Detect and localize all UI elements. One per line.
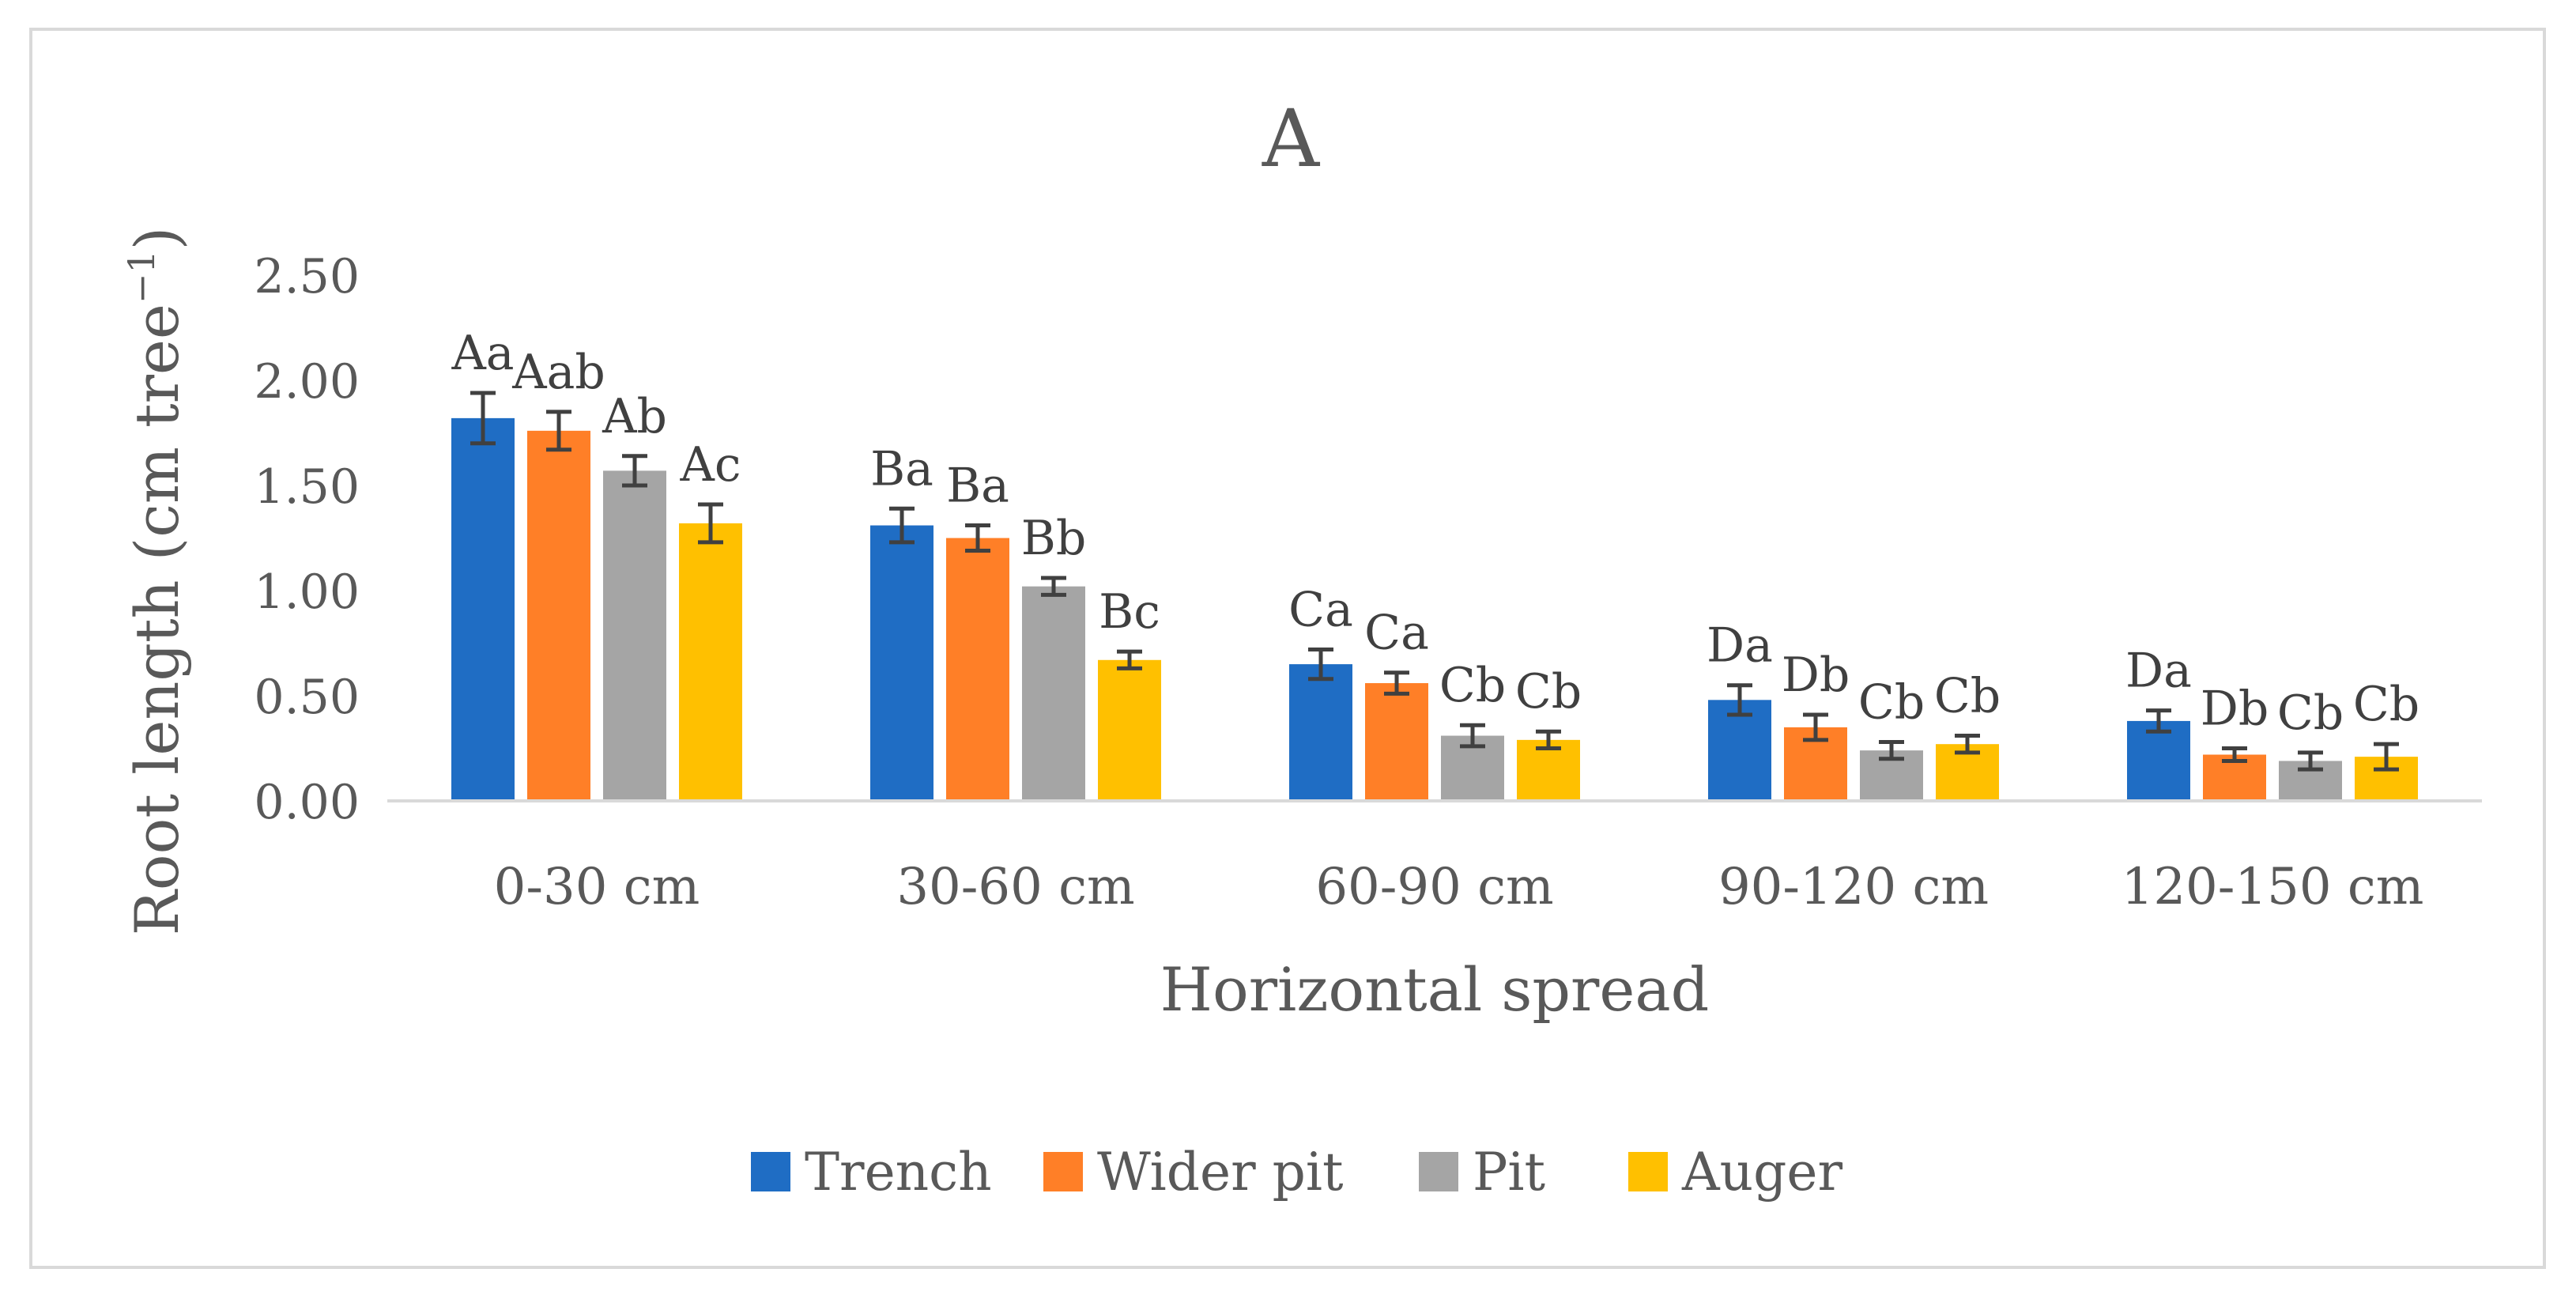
y-tick-label: 1.50 bbox=[254, 459, 360, 515]
legend-label: Pit bbox=[1473, 1142, 1545, 1203]
bar bbox=[603, 470, 666, 801]
legend-label: Auger bbox=[1681, 1142, 1842, 1203]
legend-swatch bbox=[751, 1152, 790, 1191]
y-tick-label: 1.00 bbox=[254, 565, 360, 620]
legend-swatch bbox=[1419, 1152, 1458, 1191]
chart-title: A bbox=[1262, 93, 1321, 185]
bar bbox=[1022, 586, 1085, 801]
legend-swatch bbox=[1628, 1152, 1668, 1191]
y-axis-title-suffix: ) bbox=[122, 227, 192, 251]
data-label: Ac bbox=[680, 437, 741, 493]
y-axis: 0.00 0.50 1.00 1.50 2.00 2.50 bbox=[254, 249, 360, 830]
bar bbox=[870, 525, 933, 801]
x-tick-label: 60-90 cm bbox=[1315, 858, 1553, 916]
bar bbox=[1289, 664, 1352, 801]
legend: Trench Wider pit Pit Auger bbox=[751, 1142, 1842, 1203]
x-axis: 0-30 cm 30-60 cm 60-90 cm 90-120 cm 120-150 … bbox=[494, 858, 2424, 916]
bar bbox=[2127, 720, 2190, 801]
y-tick-label: 2.00 bbox=[254, 354, 360, 410]
bar bbox=[451, 417, 515, 801]
y-axis-title-sup: −1 bbox=[120, 250, 163, 304]
x-axis-title: Horizontal spread bbox=[1160, 954, 1710, 1025]
legend-label: Trench bbox=[805, 1142, 992, 1203]
data-label: Cb bbox=[1515, 664, 1582, 719]
data-label: Cb bbox=[2277, 685, 2344, 741]
data-label: Cb bbox=[1934, 669, 2001, 724]
y-tick-label: 0.50 bbox=[254, 670, 360, 725]
bar bbox=[527, 430, 590, 801]
data-label: Db bbox=[2201, 682, 2269, 737]
chart-frame bbox=[29, 28, 2546, 1269]
x-tick-label: 30-60 cm bbox=[896, 858, 1134, 916]
y-axis-title-main: Root length (cm tree bbox=[122, 304, 192, 935]
y-tick-label: 0.00 bbox=[254, 775, 360, 830]
data-label: Ca bbox=[1288, 582, 1353, 637]
data-label: Ab bbox=[602, 389, 667, 444]
y-axis-title: Root length (cm tree−1) bbox=[120, 227, 192, 936]
data-label: Ca bbox=[1364, 606, 1429, 661]
data-label: Ba bbox=[870, 441, 933, 497]
bar bbox=[946, 538, 1009, 801]
x-tick-label: 120-150 cm bbox=[2122, 858, 2424, 916]
data-label: Ba bbox=[946, 459, 1009, 514]
data-label: Cb bbox=[1439, 658, 1506, 713]
data-label: Da bbox=[1707, 618, 1773, 674]
data-label: Aa bbox=[451, 326, 514, 381]
data-label: Db bbox=[1782, 648, 1850, 703]
legend-swatch bbox=[1043, 1152, 1083, 1191]
data-label: Cb bbox=[2353, 677, 2419, 732]
x-tick-label: 0-30 cm bbox=[494, 858, 700, 916]
bar bbox=[1708, 700, 1771, 801]
data-label: Bc bbox=[1099, 584, 1160, 640]
bar bbox=[679, 523, 742, 801]
bar bbox=[1365, 683, 1428, 801]
x-tick-label: 90-120 cm bbox=[1718, 858, 1989, 916]
y-tick-label: 2.50 bbox=[254, 249, 360, 304]
data-label: Aab bbox=[511, 345, 605, 400]
data-label: Da bbox=[2125, 644, 2192, 699]
bar bbox=[1098, 659, 1161, 801]
data-label: Cb bbox=[1858, 675, 1925, 731]
legend-label: Wider pit bbox=[1097, 1142, 1344, 1203]
data-label: Bb bbox=[1021, 511, 1087, 566]
